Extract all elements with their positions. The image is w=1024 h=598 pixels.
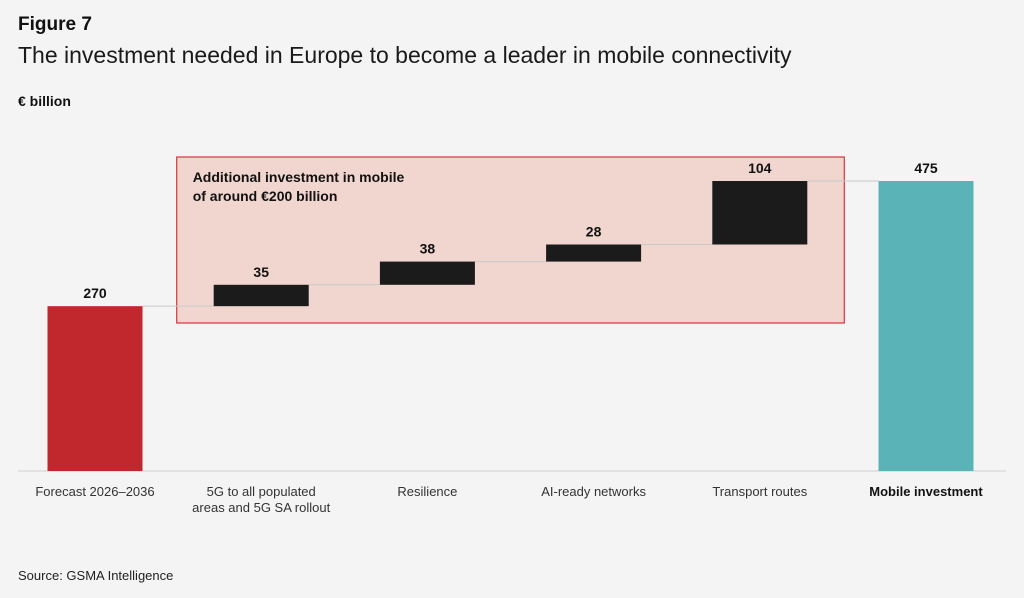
category-label: 5G to all populated <box>207 484 316 499</box>
source-note: Source: GSMA Intelligence <box>18 568 174 583</box>
value-label: 35 <box>253 264 269 280</box>
category-label: Transport routes <box>712 484 807 499</box>
chart-title: The investment needed in Europe to becom… <box>18 42 792 68</box>
category-label: Mobile investment <box>869 484 983 499</box>
bar-start <box>47 306 143 471</box>
waterfall-chart: Additional investment in mobile of around… <box>18 156 1006 515</box>
bar-increment <box>379 261 475 285</box>
annotation-line: Additional investment in mobile <box>193 169 405 185</box>
figure-label: Figure 7 <box>18 14 92 35</box>
bar-total <box>878 181 974 471</box>
unit-label: € billion <box>18 93 71 109</box>
bar-increment <box>712 181 808 245</box>
value-label: 28 <box>586 224 602 240</box>
category-label: areas and 5G SA rollout <box>192 500 330 515</box>
annotation-line: of around €200 billion <box>193 188 338 204</box>
bar-increment <box>213 284 309 307</box>
category-label: Forecast 2026–2036 <box>35 484 154 499</box>
value-label: 38 <box>420 241 436 257</box>
value-label: 475 <box>914 160 938 176</box>
category-label: AI-ready networks <box>541 484 646 499</box>
category-label: Resilience <box>397 484 457 499</box>
value-label: 270 <box>83 285 107 301</box>
value-label: 104 <box>748 160 772 176</box>
bar-increment <box>546 244 642 262</box>
